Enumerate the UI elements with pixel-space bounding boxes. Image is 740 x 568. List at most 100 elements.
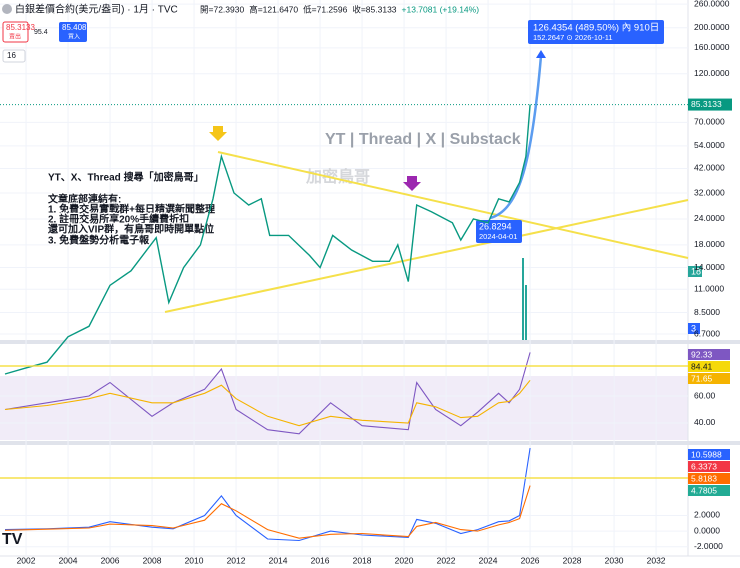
indicator-line <box>4 485 531 539</box>
x-tick-label: 2018 <box>353 555 372 565</box>
axis-badge-label: 71.65 <box>691 373 713 383</box>
axis-badge-label: 84.41 <box>691 361 713 371</box>
other-badge <box>688 323 700 334</box>
x-tick-label: 2032 <box>647 555 666 565</box>
y-tick-label: 14.0000 <box>694 262 725 272</box>
anchor-date: 2024-04-01 <box>479 232 517 241</box>
projection-curve <box>489 55 543 220</box>
sell-button[interactable] <box>2 21 29 43</box>
x-tick-label: 2022 <box>437 555 456 565</box>
note-line: 文章底部連結有: <box>48 193 121 206</box>
x-tick-label: 2012 <box>227 555 246 565</box>
other-label: 3 <box>691 323 696 333</box>
trend-line <box>164 199 689 313</box>
volume-bar <box>522 258 524 340</box>
x-tick-label: 2028 <box>563 555 582 565</box>
note-line: 1. 免費交易實戰群+每日精選新聞整理 <box>48 203 215 216</box>
symbol-icon <box>2 4 12 14</box>
buy-button[interactable] <box>59 22 87 42</box>
anchor-box <box>476 220 522 243</box>
y-tick-label: 70.0000 <box>694 117 725 127</box>
sell-label: 賣出 <box>9 33 21 41</box>
indicator-count: 16 <box>7 51 16 60</box>
ohlc-value: 開=72.3930 <box>200 4 244 14</box>
y-tick-label: 40.00 <box>694 417 716 427</box>
x-tick-label: 2026 <box>521 555 540 565</box>
symbol-title: 白銀差價合約(美元/盎司) · 1月 · TVC <box>15 3 178 16</box>
anchor-price: 26.8294 <box>479 221 512 231</box>
y-tick-label: 54.0000 <box>694 140 725 150</box>
y-tick-label: 42.0000 <box>694 163 725 173</box>
axis-badge-label: 6.3373 <box>691 461 717 471</box>
axis-badge <box>688 361 730 372</box>
axis-badge-label: 10.5988 <box>691 449 722 459</box>
watermark-sub: 加密鳥哥 <box>305 167 370 186</box>
ohlc-value: 低=71.2596 <box>303 4 347 14</box>
volume-label: 18 <box>691 266 701 276</box>
projection-box <box>528 20 664 44</box>
axis-badge-label: 92.33 <box>691 349 713 359</box>
note-line: YT、X、Thread 搜尋「加密鳥哥」 <box>48 171 204 184</box>
y-tick-label: 60.00 <box>694 390 716 400</box>
y-tick-label: 6.7000 <box>694 328 720 338</box>
header: 白銀差價合約(美元/盎司) · 1月 · TVC 開=72.3930 高=121.… <box>2 3 480 63</box>
x-tick-label: 2016 <box>311 555 330 565</box>
ohlc-value: 高=121.6470 <box>249 4 298 14</box>
y-tick-label: 200.0000 <box>694 22 730 32</box>
volume-bar <box>525 285 527 340</box>
projection-target: 152.2647 ⊙ 2026-10-11 <box>533 33 613 42</box>
x-tick-label: 2020 <box>395 555 414 565</box>
ohlc-value: +13.7081 (+19.14%) <box>402 4 480 14</box>
arrow-marker <box>403 176 421 191</box>
arrow-marker <box>209 126 227 141</box>
axis-badge <box>688 473 730 484</box>
y-tick-label: 8.5000 <box>694 307 720 317</box>
x-tick-label: 2006 <box>101 555 120 565</box>
axis-badge <box>688 449 730 460</box>
y-tick-label: 18.0000 <box>694 239 725 249</box>
watermark: YT | Thread | X | Substack <box>325 131 521 148</box>
volume-badge <box>688 266 702 277</box>
axis-badge <box>688 461 730 472</box>
x-tick-label: 2024 <box>479 555 498 565</box>
axis-badge-label: 5.8183 <box>691 473 717 483</box>
y-tick-label: 2.0000 <box>694 510 720 520</box>
last-price-badge <box>688 98 732 111</box>
axis-badge <box>688 349 730 360</box>
indicator-line <box>4 379 531 427</box>
x-tick-label: 2010 <box>185 555 204 565</box>
axis-badge <box>688 373 730 384</box>
x-tick-label: 2008 <box>143 555 162 565</box>
note-line: 2. 註冊交易所享20%手續費折扣 <box>48 213 189 226</box>
y-tick-label: 260.0000 <box>694 0 730 8</box>
y-tick-label: 32.0000 <box>694 187 725 197</box>
y-tick-label: 160.0000 <box>694 42 730 52</box>
ohlc-value: 收=85.3133 <box>352 4 396 14</box>
trend-line <box>217 151 689 259</box>
axis-badge-label: 4.7805 <box>691 485 717 495</box>
buy-label: 買入 <box>68 34 80 41</box>
x-tick-label: 2004 <box>59 555 78 565</box>
y-tick-label: -2.0000 <box>694 541 723 551</box>
rsi-band <box>0 376 688 440</box>
separator <box>0 340 740 344</box>
x-tick-label: 2002 <box>17 555 36 565</box>
x-tick-label: 2030 <box>605 555 624 565</box>
separator <box>0 441 740 445</box>
x-tick-label: 2014 <box>269 555 288 565</box>
indicator-line <box>4 352 531 435</box>
y-tick-label: 11.0000 <box>694 284 724 294</box>
projection-label: 126.4354 (489.50%) 內 910日 <box>533 23 659 34</box>
sell-price: 85.3133 <box>6 23 35 32</box>
projection-arrow <box>536 50 546 58</box>
indicator-toggle[interactable] <box>2 49 26 63</box>
axis-badge <box>688 485 730 496</box>
price-line <box>4 104 531 375</box>
note-line: 還可加入VIP群，有鳥哥即時開單點位 <box>48 223 214 236</box>
buy-price: 85.4087 <box>62 23 91 32</box>
note-line: 3. 免費盤勢分析電子報 <box>48 234 150 247</box>
logo: TV <box>2 531 23 548</box>
y-tick-label: 24.0000 <box>694 213 725 223</box>
